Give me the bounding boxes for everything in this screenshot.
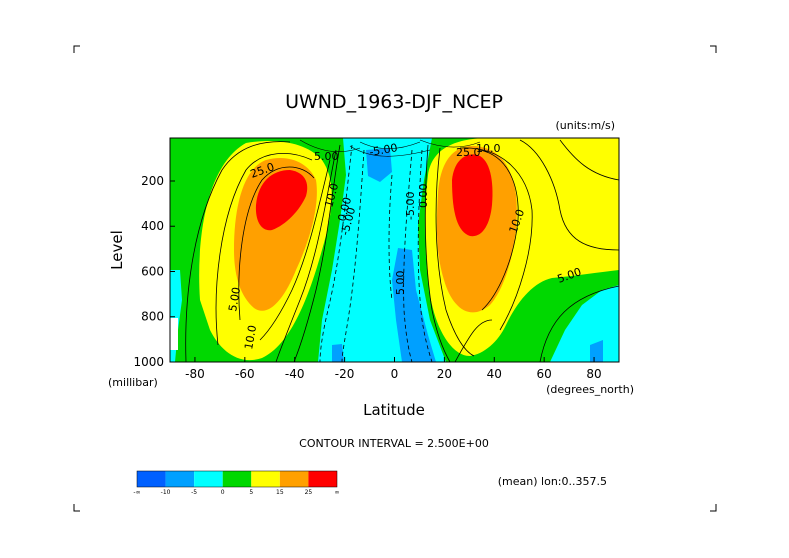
y-tick-label: 1000 <box>133 355 164 369</box>
blue-region-1 <box>392 248 436 362</box>
filled-contours <box>170 138 619 362</box>
contour-lines-dashed <box>319 144 433 363</box>
contour-label: 10.0 <box>242 324 259 350</box>
colorbar-swatch <box>308 471 337 487</box>
x-axis-label: Latitude <box>363 401 425 419</box>
x-tick-label: -20 <box>335 367 355 381</box>
contour-label: 0.00 <box>335 196 354 223</box>
y-units-label: (millibar) <box>108 376 158 389</box>
colorbar-tick-label: -∞ <box>133 489 140 496</box>
y-axis: 200 400 600 800 1000 <box>133 174 175 369</box>
colorbar-tick-label: 5 <box>249 489 253 496</box>
blue-region-3 <box>332 344 344 362</box>
x-tick-label: 80 <box>586 367 601 381</box>
plot-area: 25.0 25.0 10.0 10.0 10.0 10.0 5.00 5.00 … <box>169 137 620 363</box>
contour-label: 25.0 <box>456 146 481 159</box>
colorbar-swatch <box>279 471 309 487</box>
contour-label: 5.00 <box>314 150 339 163</box>
x-units-label: (degrees_north) <box>546 383 634 396</box>
colorbar-swatch <box>251 471 280 487</box>
units-label: (units:m/s) <box>556 119 616 132</box>
contour-label: 10.0 <box>322 182 341 209</box>
contour-label: 5.00 <box>394 271 407 296</box>
contour-label: -5.00 <box>368 141 398 159</box>
contour-label: 0.00 <box>417 184 430 209</box>
colorbar: -∞ -10 -5 0 5 15 25 ∞ <box>133 470 340 496</box>
colorbar-tick-label: ∞ <box>335 489 340 496</box>
colorbar-tick-label: -10 <box>161 489 171 496</box>
y-tick-label: 200 <box>141 174 164 188</box>
mean-lon-text: (mean) lon:0..357.5 <box>498 475 607 488</box>
colorbar-swatch <box>194 471 223 487</box>
x-tick-label: 40 <box>487 367 502 381</box>
colorbar-swatch <box>137 471 166 487</box>
contour-interval-text: CONTOUR INTERVAL = 2.500E+00 <box>299 437 489 450</box>
contour-label: 10.0 <box>476 142 501 155</box>
colorbar-tick-label: 15 <box>276 489 284 496</box>
colorbar-swatch <box>165 471 195 487</box>
blue-region-4 <box>590 340 603 362</box>
x-tick-label: 60 <box>537 367 552 381</box>
x-tick-label: -80 <box>185 367 205 381</box>
stratosphere-contours <box>299 139 481 157</box>
chart-title: UWND_1963-DJF_NCEP <box>285 91 503 113</box>
colorbar-tick-label: -5 <box>191 489 197 496</box>
corner-marks <box>73 45 717 512</box>
y-tick-label: 800 <box>141 310 164 324</box>
contour-label: 5.00 <box>226 286 243 312</box>
y-axis-label: Level <box>108 230 126 270</box>
y-tick-label: 400 <box>141 219 164 233</box>
colorbar-frame <box>136 470 338 488</box>
x-tick-label: 20 <box>437 367 452 381</box>
colorbar-tick-label: 25 <box>305 489 313 496</box>
nh-jet-red <box>452 154 493 237</box>
x-tick-label: -60 <box>235 367 255 381</box>
x-tick-label: 0 <box>391 367 399 381</box>
colorbar-swatch <box>222 471 252 487</box>
y-tick-label: 600 <box>141 264 164 278</box>
colorbar-tick-label: 0 <box>221 489 225 496</box>
contour-label: -5.00 <box>404 192 417 220</box>
contour-lines <box>185 139 620 363</box>
white-patch-antarctic <box>170 318 178 350</box>
sh-jet-red <box>255 170 308 231</box>
x-tick-label: -40 <box>285 367 305 381</box>
x-axis: -80 -60 -40 -20 0 20 40 60 80 <box>185 357 602 381</box>
